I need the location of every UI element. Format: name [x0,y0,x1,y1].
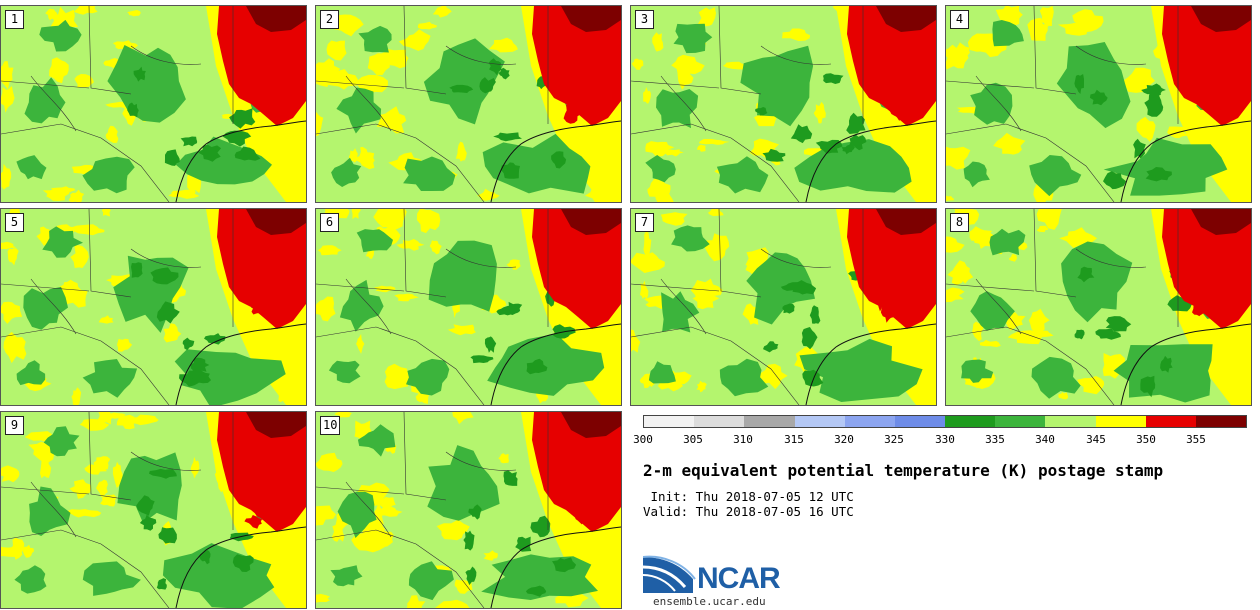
map-field [631,6,936,202]
member-number: 2 [320,10,339,29]
member-number: 1 [5,10,24,29]
map-field [316,412,621,608]
colorbar-segment [694,416,745,427]
colorbar-segment [995,416,1046,427]
ncar-logo-icon [643,555,696,593]
map-field [1,6,306,202]
member-number: 4 [950,10,969,29]
member-number: 7 [635,213,654,232]
product-title: 2-m equivalent potential temperature (K)… [643,461,1164,480]
ncar-wordmark: NCAR [697,562,781,595]
member-number: 5 [5,213,24,232]
colorbar-tick: 310 [733,433,753,446]
colorbar-segment [744,416,795,427]
member-number: 3 [635,10,654,29]
colorbar-tick: 320 [834,433,854,446]
colorbar-tick: 355 [1186,433,1206,446]
ensemble-member-map-6: 6 [315,208,622,406]
colorbar-segment [945,416,996,427]
colorbar-tick: 350 [1136,433,1156,446]
ensemble-member-map-1: 1 [0,5,307,203]
colorbar-segment [794,416,845,427]
colorbar-tick: 345 [1086,433,1106,446]
colorbar-segment [894,416,946,427]
colorbar [643,415,1247,428]
map-field [1,412,306,608]
ensemble-member-map-9: 9 [0,411,307,609]
ensemble-member-map-4: 4 [945,5,1252,203]
member-number: 10 [320,416,341,435]
member-number: 9 [5,416,24,435]
map-field [631,209,936,405]
colorbar-segment [1045,416,1096,427]
ensemble-member-map-3: 3 [630,5,937,203]
colorbar-tick: 330 [935,433,955,446]
member-number: 6 [320,213,339,232]
site-url: ensemble.ucar.edu [653,595,766,608]
init-time: Init: Thu 2018-07-05 12 UTC [643,489,854,504]
colorbar-tick: 300 [633,433,653,446]
map-field [316,209,621,405]
colorbar-tick: 315 [784,433,804,446]
map-field [946,209,1251,405]
valid-time: Valid: Thu 2018-07-05 16 UTC [643,504,854,519]
ensemble-member-map-8: 8 [945,208,1252,406]
member-number: 8 [950,213,969,232]
colorbar-tick: 305 [683,433,703,446]
colorbar-segment [1145,416,1196,427]
colorbar-tick: 325 [884,433,904,446]
map-field [946,6,1251,202]
colorbar-tick: 335 [985,433,1005,446]
colorbar-segment [844,416,895,427]
ensemble-member-map-10: 10 [315,411,622,609]
ensemble-member-map-2: 2 [315,5,622,203]
colorbar-segment [644,416,695,427]
colorbar-tick: 340 [1035,433,1055,446]
map-field [316,6,621,202]
colorbar-segment [1195,416,1247,427]
ensemble-member-map-5: 5 [0,208,307,406]
map-field [1,209,306,405]
colorbar-segment [1095,416,1146,427]
ensemble-member-map-7: 7 [630,208,937,406]
